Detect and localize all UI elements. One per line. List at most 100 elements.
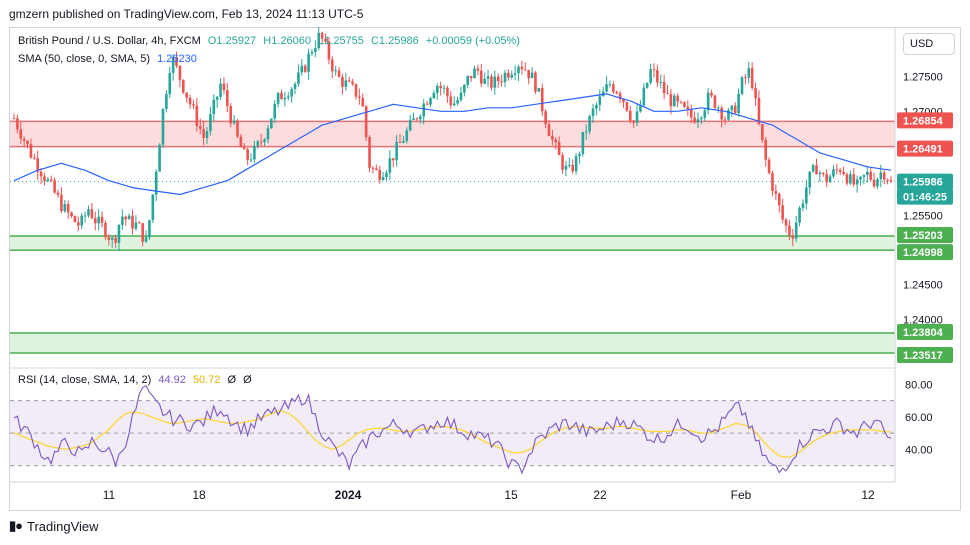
candle-body (612, 84, 615, 92)
rsi-sma-line (13, 410, 892, 458)
price-label-box (897, 112, 953, 129)
candle-body (391, 158, 395, 161)
candle-body (777, 193, 781, 206)
candle-body (581, 131, 585, 155)
candle-body (144, 237, 148, 242)
candle-body (56, 192, 60, 195)
candle-body (507, 72, 510, 78)
candle-body (77, 222, 80, 226)
candle-body (297, 72, 300, 84)
candle-body (761, 124, 764, 140)
zone-support-1 (10, 235, 895, 251)
candle-body (486, 76, 490, 79)
legend-sma[interactable]: SMA (50, close, 0, SMA, 5) 1.26230 (18, 53, 201, 65)
candle-body (117, 224, 121, 243)
price-labels: 1.26854 1.26491 1.25986 01:46:25 1.25203 1.24… (897, 112, 953, 363)
candle-body (314, 48, 317, 53)
candle-body (293, 83, 297, 89)
rsi-label: RSI (14, close, SMA, 14, 2) (18, 374, 152, 386)
price-label-text: 1.23517 (903, 350, 943, 362)
time-tick-label: 11 (103, 488, 116, 502)
candle-body (256, 141, 260, 146)
candle-body (19, 129, 23, 139)
candle-body (422, 103, 426, 117)
candle-body (22, 138, 26, 141)
candle-body (114, 237, 117, 243)
candle-body (537, 88, 541, 92)
axes: 1.280001.275001.270001.255001.245001.240… (10, 28, 943, 502)
rsi-value: 44.92 (158, 374, 186, 386)
candle-body (598, 96, 602, 105)
candle-body (73, 216, 77, 223)
legend-rsi[interactable]: RSI (14, close, SMA, 14, 2) 44.92 50.72 … (18, 374, 256, 386)
candle-body (862, 174, 866, 177)
brand[interactable]: ▮● TradingView (9, 518, 99, 534)
rsi-tick-label: 80.00 (905, 379, 933, 391)
candle-body (781, 205, 784, 220)
candle-body (364, 106, 368, 138)
candle-body (375, 168, 378, 170)
candle-body (286, 96, 290, 98)
candle-body (148, 220, 151, 238)
candle-body (771, 173, 774, 192)
candle-body (202, 128, 205, 138)
candle-body (845, 174, 849, 184)
candle-body (324, 38, 327, 42)
candle-body (351, 81, 354, 85)
candle-body (232, 120, 236, 124)
candle-body (253, 145, 256, 160)
candle-body (662, 82, 666, 94)
candle-body (710, 92, 713, 96)
sma-line-group (13, 93, 892, 196)
candle-body (439, 85, 442, 89)
candle-body (16, 118, 19, 130)
candle-body (622, 99, 625, 103)
candle-body (381, 177, 385, 180)
candle-body (330, 59, 334, 72)
candle-body (639, 105, 642, 112)
candle-body (744, 77, 747, 79)
candle-body (574, 156, 578, 172)
candle-body (229, 106, 233, 124)
candle-body (842, 171, 845, 175)
legend-main: British Pound / U.S. Dollar, 4h, FXCM O1… (18, 35, 524, 47)
candle-body (798, 207, 801, 223)
candle-body (219, 83, 222, 97)
currency-button[interactable]: USD (903, 33, 955, 55)
candle-body (578, 154, 581, 157)
candle-body (456, 100, 459, 104)
candle-body (591, 108, 595, 117)
candle-body (280, 92, 283, 100)
candle-body (320, 32, 324, 39)
candle-body (717, 107, 720, 109)
candle-body (767, 159, 771, 174)
candle-body (307, 53, 310, 72)
candle-body (263, 139, 266, 143)
candle-body (63, 203, 67, 212)
time-tick-label: 18 (192, 488, 206, 502)
rsi-extra-1: Ø (227, 374, 237, 386)
candle-body (395, 141, 398, 161)
price-label-text: 1.25203 (903, 230, 943, 242)
candle-body (198, 126, 202, 129)
candle-body (869, 171, 872, 180)
candle-body (730, 105, 734, 111)
price-label-box (897, 226, 953, 243)
candle-body (828, 176, 832, 183)
candle-body (39, 171, 43, 177)
candle-body (832, 169, 835, 177)
candle-body (222, 83, 226, 91)
candle-body (517, 66, 520, 74)
rsi-sma-value: 50.72 (192, 374, 221, 386)
legend-change: +0.00059 (+0.05%) (425, 35, 520, 47)
candle-body (90, 209, 94, 219)
candle-body (405, 130, 409, 142)
candle-body (466, 75, 470, 85)
tradingview-logo-icon: ▮● (9, 518, 23, 533)
candle-body (510, 74, 514, 78)
candle-body (666, 93, 669, 95)
candle-body (835, 169, 839, 171)
candle-body (652, 69, 656, 71)
candle-body (689, 109, 693, 118)
